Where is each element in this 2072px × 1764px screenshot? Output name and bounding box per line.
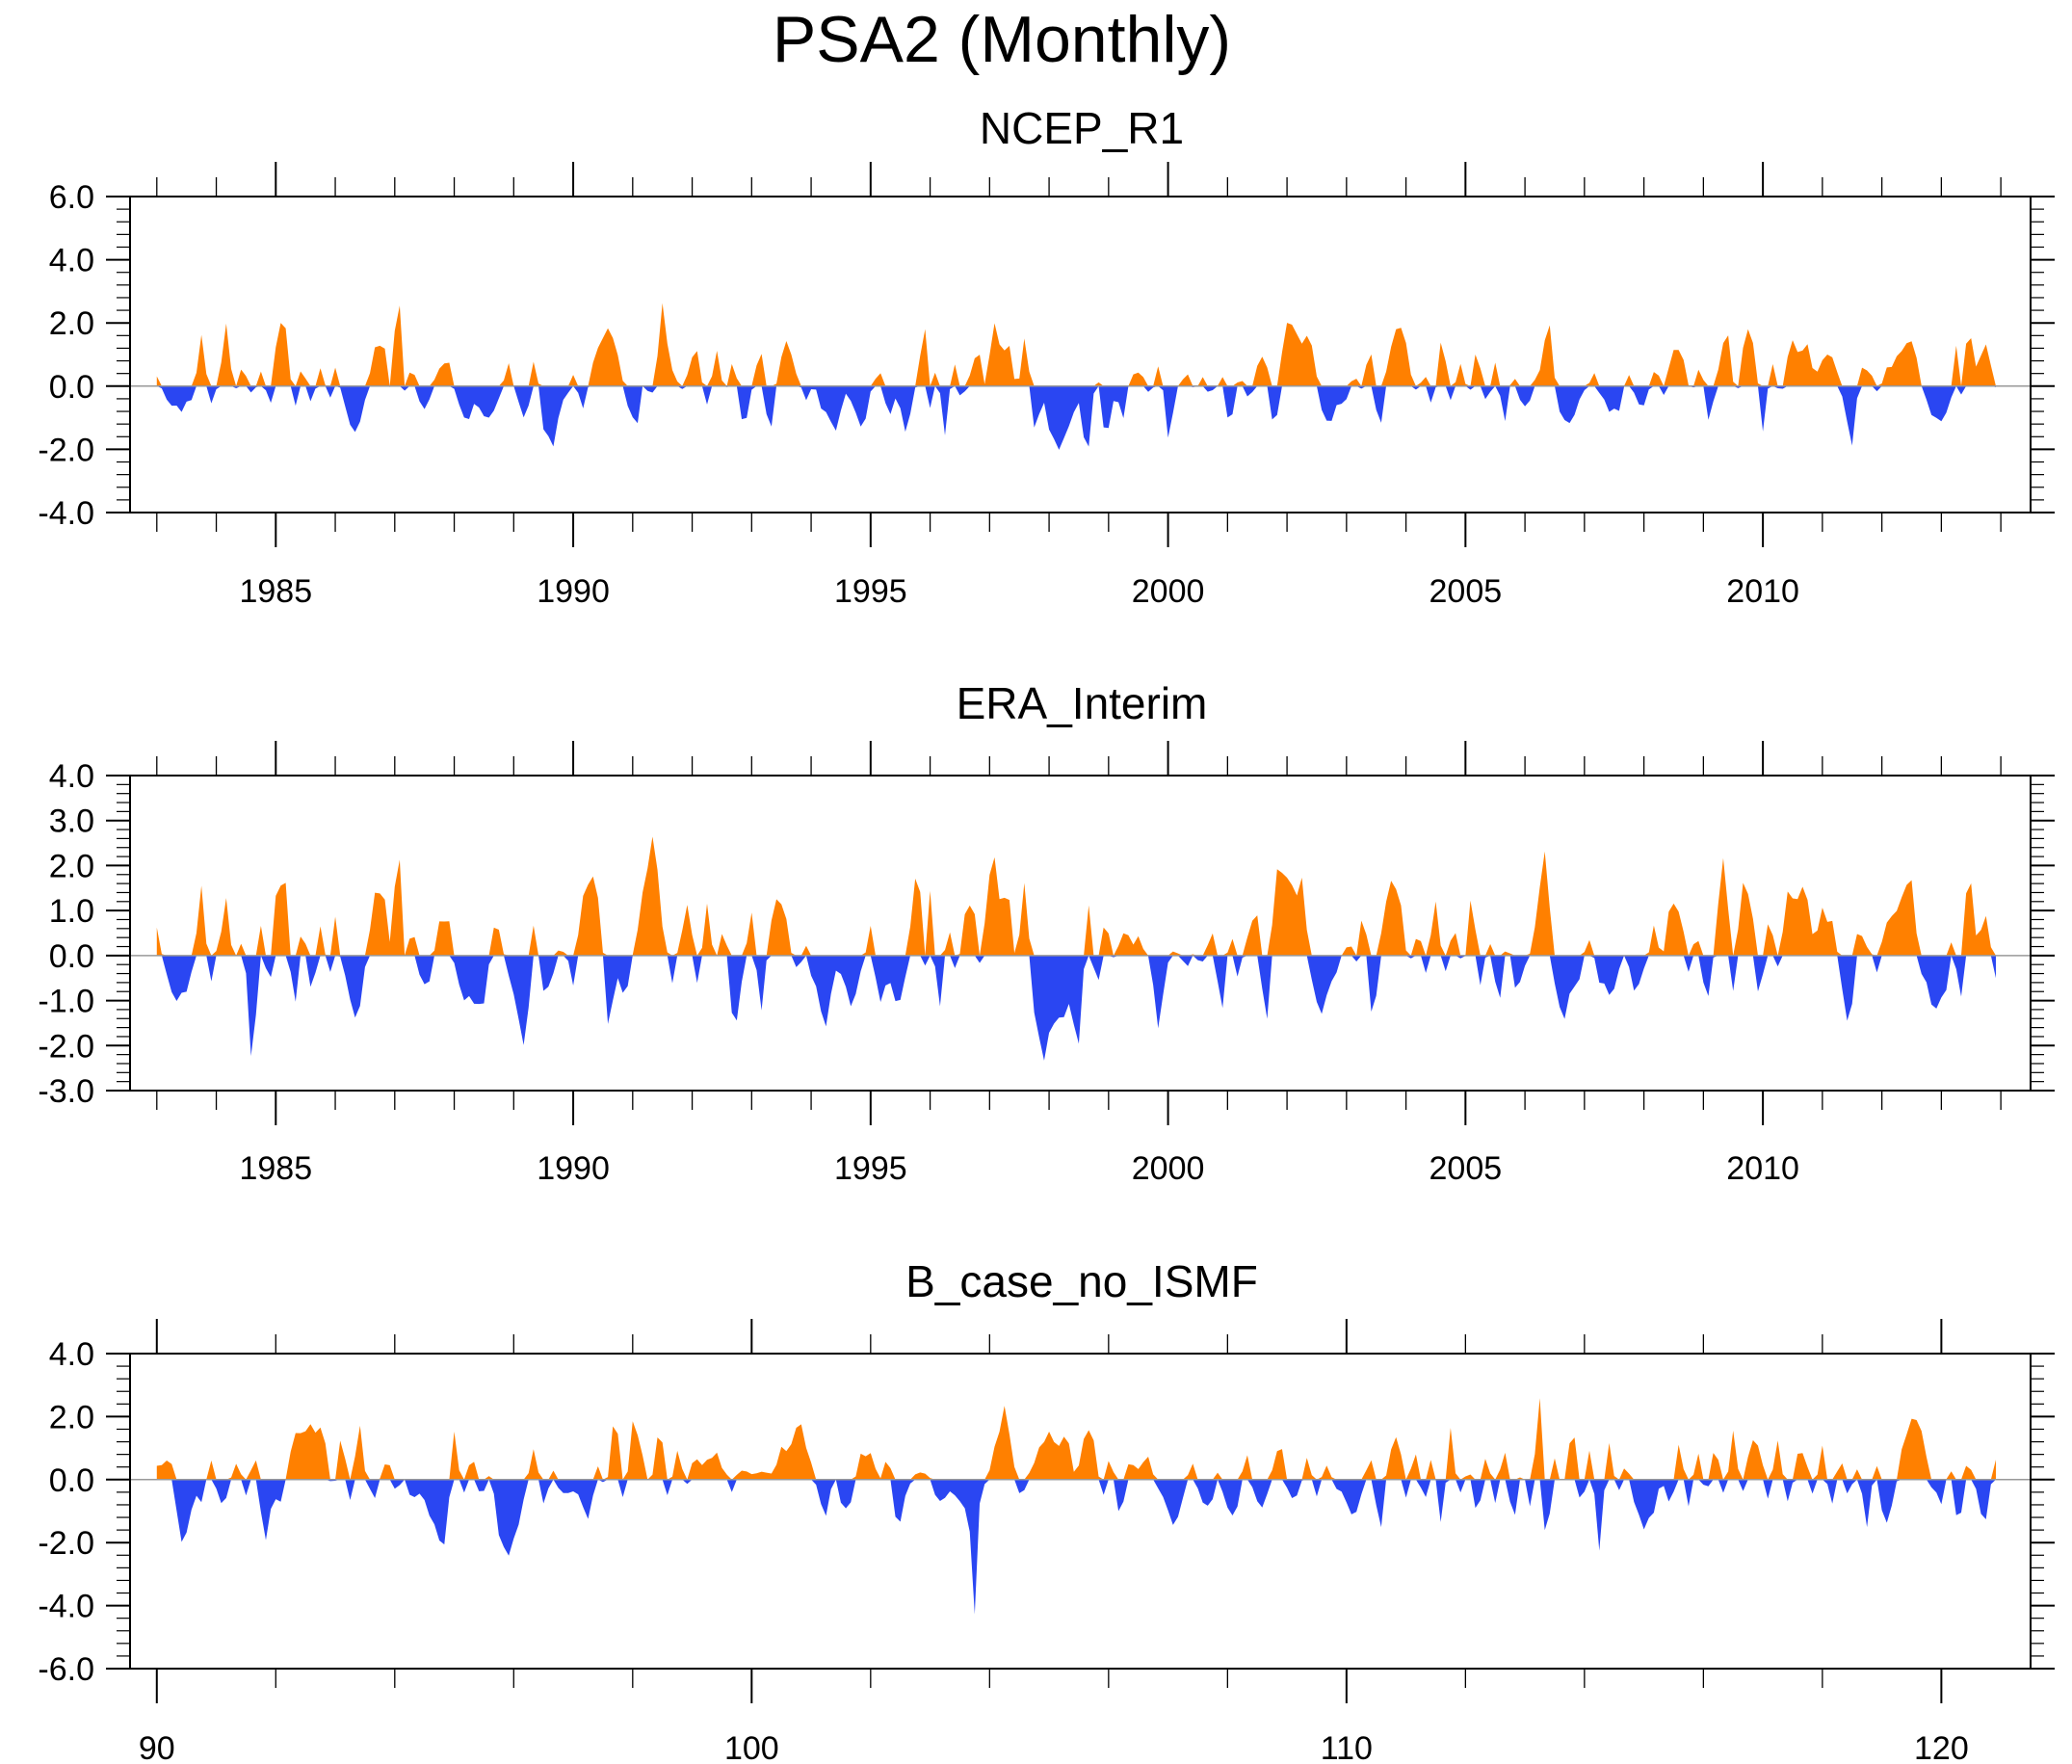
y-tick-label-era-interim: 2.0 bbox=[49, 848, 94, 884]
x-tick-label-era-interim: 2005 bbox=[1429, 1150, 1503, 1187]
x-tick-label-b-case-no-ismf: 90 bbox=[139, 1730, 175, 1764]
y-tick-label-era-interim: 3.0 bbox=[49, 803, 94, 840]
y-tick-label-b-case-no-ismf: -6.0 bbox=[38, 1651, 94, 1688]
y-tick-label-era-interim: 1.0 bbox=[49, 893, 94, 930]
x-tick-label-era-interim: 2000 bbox=[1132, 1150, 1205, 1187]
x-tick-label-ncep-r1: 1985 bbox=[239, 573, 312, 610]
x-tick-label-b-case-no-ismf: 110 bbox=[1321, 1730, 1373, 1764]
plot-area-ncep-r1: 6.0 4.0 2.0 0.0 -2.0 -4.0 1985 1990 1995 2000 2005… bbox=[38, 162, 2055, 610]
x-tick-label-era-interim: 2010 bbox=[1726, 1150, 1799, 1187]
chart-panel-ncep-r1: NCEP_R1 6.0 4.0 2.0 0.0 -2.0 -4.0 1985 1990 1995… bbox=[38, 103, 2055, 610]
x-tick-label-b-case-no-ismf: 120 bbox=[1914, 1730, 1969, 1764]
y-tick-label-ncep-r1: 0.0 bbox=[49, 369, 94, 406]
x-tick-label-ncep-r1: 2005 bbox=[1429, 573, 1503, 610]
y-tick-label-era-interim: -1.0 bbox=[38, 984, 94, 1020]
y-tick-label-ncep-r1: 6.0 bbox=[49, 179, 94, 216]
x-tick-label-ncep-r1: 1995 bbox=[834, 573, 907, 610]
panel-title-ncep-r1: NCEP_R1 bbox=[980, 103, 1184, 153]
panel-title-b-case-no-ismf: B_case_no_ISMF bbox=[905, 1256, 1258, 1306]
negative-area-b-case-no-ismf bbox=[156, 1479, 1996, 1615]
y-tick-label-b-case-no-ismf: -4.0 bbox=[38, 1589, 94, 1625]
plot-frame-b-case-no-ismf bbox=[129, 1353, 2032, 1670]
plot-area-b-case-no-ismf: 4.0 2.0 0.0 -2.0 -4.0 -6.0 90 100 110 120 bbox=[38, 1319, 2055, 1764]
panel-title-era-interim: ERA_Interim bbox=[957, 678, 1208, 728]
x-tick-label-b-case-no-ismf: 100 bbox=[724, 1730, 779, 1764]
plot-frame-era-interim bbox=[129, 775, 2032, 1092]
y-tick-label-b-case-no-ismf: 4.0 bbox=[49, 1336, 94, 1373]
y-tick-label-era-interim: -2.0 bbox=[38, 1028, 94, 1065]
positive-area-era-interim bbox=[156, 836, 1996, 956]
y-tick-label-era-interim: -3.0 bbox=[38, 1073, 94, 1110]
x-tick-label-ncep-r1: 2010 bbox=[1726, 573, 1799, 610]
x-tick-label-ncep-r1: 1990 bbox=[537, 573, 610, 610]
y-tick-label-b-case-no-ismf: 0.0 bbox=[49, 1462, 94, 1499]
y-tick-label-era-interim: 0.0 bbox=[49, 938, 94, 975]
chart-panel-b-case-no-ismf: B_case_no_ISMF 4.0 2.0 0.0 -2.0 -4.0 -6.0 90 10… bbox=[38, 1256, 2055, 1764]
x-tick-label-era-interim: 1985 bbox=[239, 1150, 312, 1187]
y-tick-label-ncep-r1: -2.0 bbox=[38, 432, 94, 468]
y-tick-label-ncep-r1: 2.0 bbox=[49, 305, 94, 342]
negative-area-ncep-r1 bbox=[156, 385, 1996, 450]
positive-area-b-case-no-ismf bbox=[156, 1398, 1996, 1480]
y-tick-label-b-case-no-ismf: 2.0 bbox=[49, 1399, 94, 1435]
y-tick-label-ncep-r1: -4.0 bbox=[38, 495, 94, 532]
plot-area-era-interim: 4.0 3.0 2.0 1.0 0.0 -1.0 -2.0 -3.0 1985 1990 1995 2… bbox=[38, 741, 2055, 1187]
positive-area-ncep-r1 bbox=[156, 303, 1996, 386]
x-tick-label-era-interim: 1995 bbox=[834, 1150, 907, 1187]
chart-panel-era-interim: ERA_Interim 4.0 3.0 2.0 1.0 0.0 -1.0 -2.0 -3.0 1… bbox=[38, 678, 2055, 1187]
plot-frame-ncep-r1 bbox=[129, 196, 2032, 513]
y-tick-label-era-interim: 4.0 bbox=[49, 758, 94, 795]
negative-area-era-interim bbox=[156, 955, 1996, 1061]
figure-title: PSA2 (Monthly) bbox=[773, 3, 1231, 76]
x-tick-label-era-interim: 1990 bbox=[537, 1150, 610, 1187]
x-tick-label-ncep-r1: 2000 bbox=[1132, 573, 1205, 610]
y-tick-label-ncep-r1: 4.0 bbox=[49, 243, 94, 279]
y-tick-label-b-case-no-ismf: -2.0 bbox=[38, 1525, 94, 1562]
